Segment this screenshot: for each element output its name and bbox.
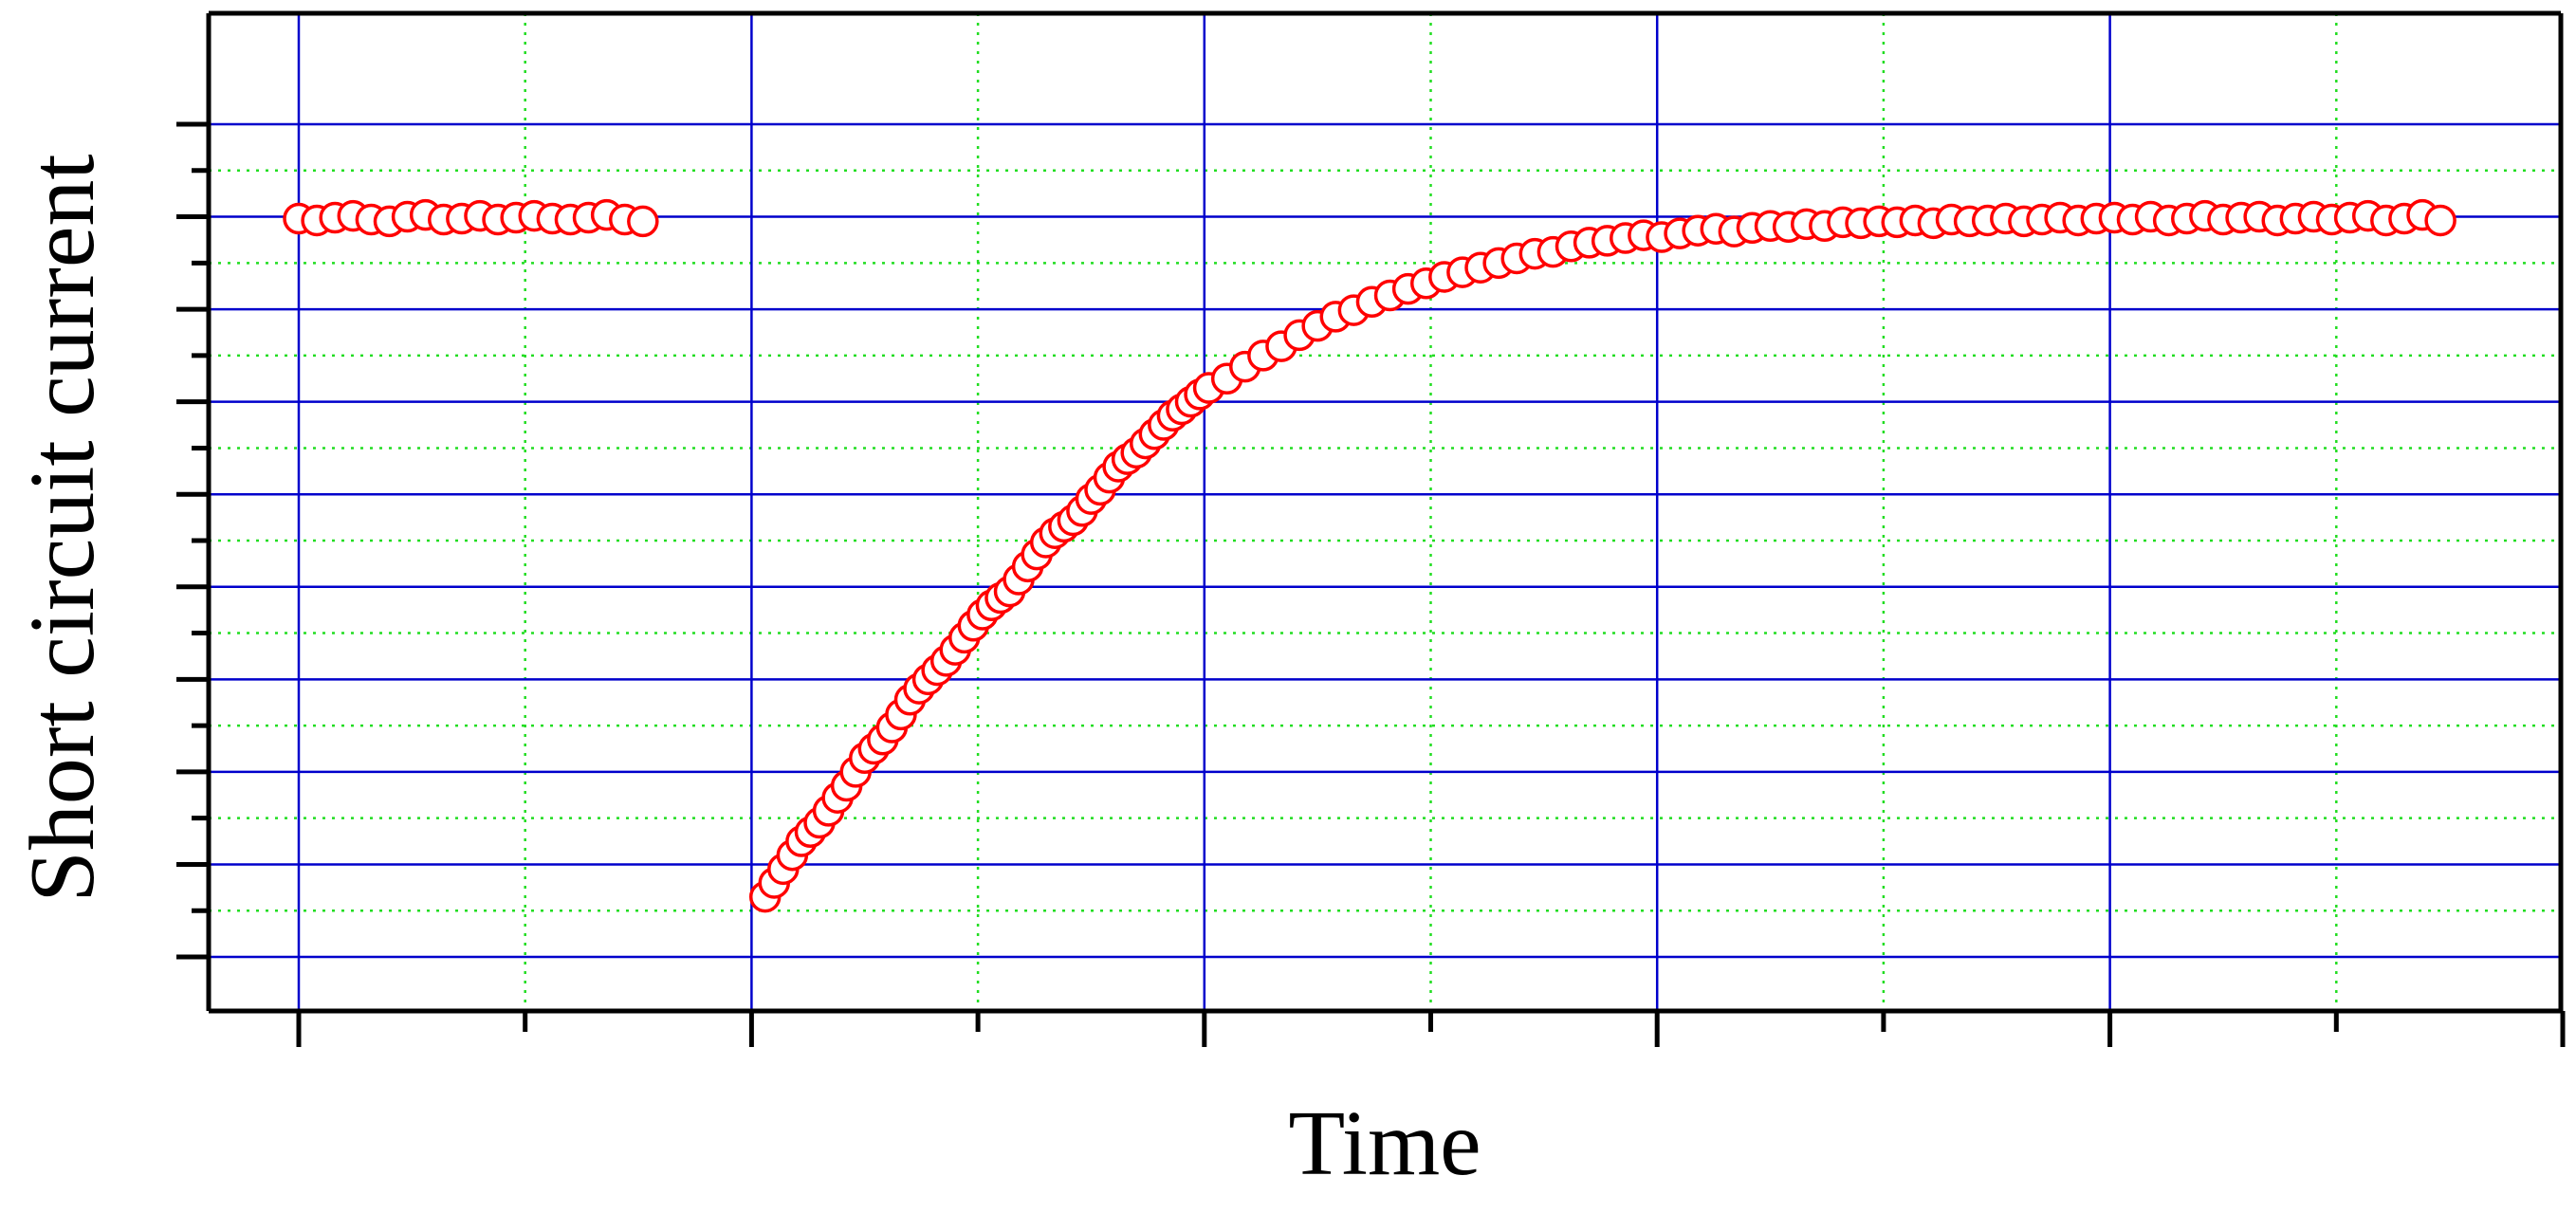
y-axis-title: Short circuit current — [11, 154, 114, 902]
data-point — [627, 205, 659, 238]
data-point — [2424, 204, 2456, 237]
minor-gridlines — [209, 13, 2561, 1011]
data-markers — [283, 198, 2456, 913]
x-axis-title: Time — [1288, 1093, 1481, 1195]
major-gridlines — [209, 13, 2561, 1011]
plot-frame — [206, 10, 2564, 1014]
axis-ticks — [176, 121, 2566, 1047]
